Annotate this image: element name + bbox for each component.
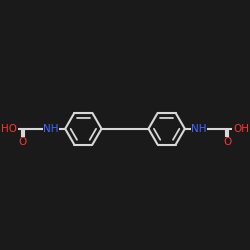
Text: HO: HO	[1, 124, 17, 134]
Text: NH: NH	[43, 124, 59, 134]
Text: NH: NH	[192, 124, 207, 134]
Text: O: O	[224, 137, 232, 147]
Text: OH: OH	[233, 124, 249, 134]
Text: O: O	[18, 137, 26, 147]
